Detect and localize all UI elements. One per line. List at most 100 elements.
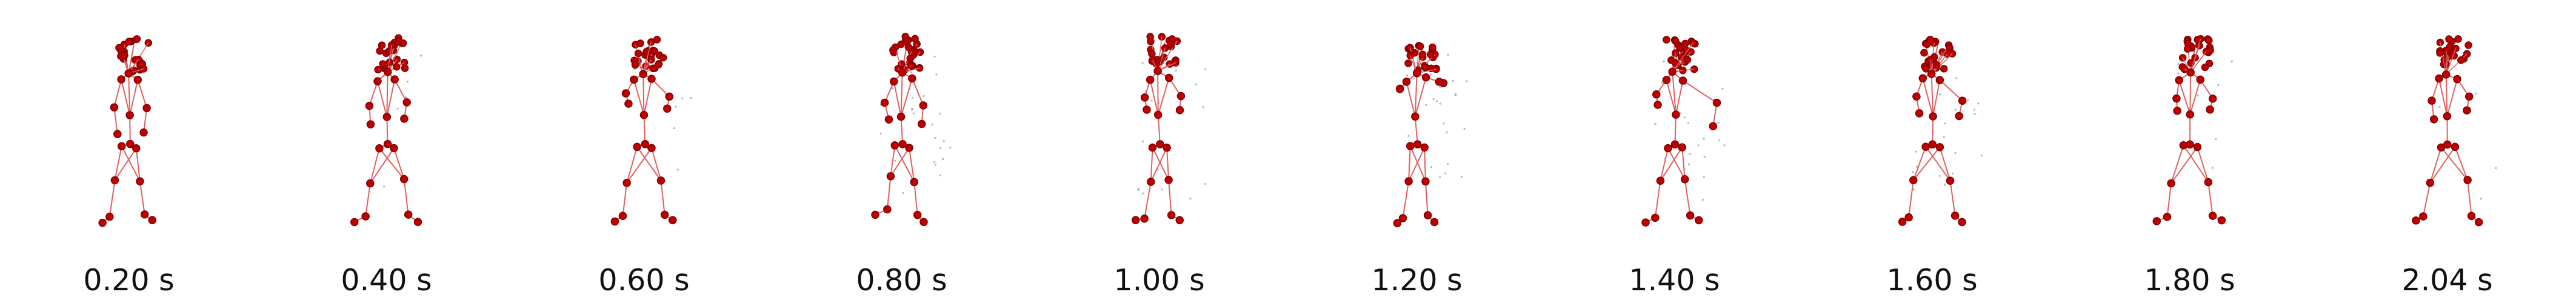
skeleton-joint: [898, 140, 907, 148]
skeleton-joint: [1680, 175, 1689, 184]
scatter-point: [1980, 155, 1983, 157]
frame-time-label: 0.80 s: [856, 263, 947, 298]
skeleton-bone: [1660, 147, 1683, 181]
skeleton-joint: [1932, 61, 1941, 69]
skeleton-joint: [1918, 74, 1927, 82]
skeleton-joint: [361, 212, 370, 221]
skeleton-joint: [121, 52, 128, 59]
skeleton-joint: [1909, 176, 1918, 185]
skeleton-bone: [2183, 145, 2209, 183]
skeleton-joint: [911, 35, 919, 43]
skeleton-joint: [908, 74, 916, 83]
skeleton-bone: [1925, 146, 1951, 181]
skeleton-joint: [1413, 140, 1422, 148]
skeleton-joint: [2173, 107, 2181, 115]
skeleton-joint: [1402, 78, 1411, 86]
scatter-point: [1938, 93, 1941, 96]
skeleton-joint: [1153, 67, 1162, 76]
skeleton-bone: [1672, 42, 1693, 72]
skeleton-joint: [2453, 75, 2461, 84]
skeleton-bone: [2429, 146, 2456, 184]
skeleton-joint: [1167, 211, 1176, 219]
skeleton-bone: [1408, 146, 1411, 182]
skeleton-joint: [1935, 76, 1944, 84]
scatter-point: [1466, 80, 1468, 82]
skeleton-joint: [1940, 65, 1948, 73]
skeleton-joint: [1653, 101, 1662, 109]
scatter-point: [2211, 167, 2214, 169]
scatter-point: [2475, 92, 2477, 95]
skeleton-joint: [2208, 211, 2217, 220]
skeleton-figure: [871, 33, 952, 227]
skeleton-bone: [1152, 147, 1169, 181]
skeleton-joint: [1946, 44, 1954, 52]
skeleton-joint: [1161, 44, 1169, 52]
skeleton-joint: [1435, 78, 1444, 86]
skeleton-joint: [2196, 75, 2204, 84]
skeleton-joint: [2429, 115, 2438, 124]
skeleton-joint: [2205, 36, 2213, 44]
skeleton-joint: [148, 216, 156, 224]
scatter-point: [934, 164, 937, 166]
skeleton-figure: [350, 34, 422, 227]
skeleton-joint: [1695, 216, 1703, 225]
scatter-point: [1912, 188, 1915, 191]
skeleton-bone: [2189, 79, 2201, 115]
skeleton-joint: [2457, 56, 2465, 64]
frame-time-label: 2.04 s: [2401, 263, 2493, 298]
skeleton-joint: [2452, 44, 2460, 53]
scatter-point: [1439, 85, 1441, 88]
skeleton-joint: [1404, 59, 1412, 67]
skeleton-joint: [1922, 65, 1930, 73]
skeleton-bone: [1939, 79, 1963, 101]
skeleton-joint: [647, 75, 656, 83]
skeleton-joint: [2204, 178, 2213, 187]
skeleton-joint: [639, 70, 647, 78]
skeleton-joint: [1676, 44, 1684, 52]
skeleton-joint: [133, 76, 142, 84]
skeleton-joint: [1140, 215, 1149, 223]
skeleton-bone: [1932, 79, 1941, 117]
scatter-point: [1703, 138, 1705, 140]
skeleton-joint: [1406, 142, 1415, 150]
skeleton-joint: [1398, 214, 1407, 222]
scatter-point: [1424, 104, 1427, 106]
skeleton-joint: [2419, 212, 2428, 221]
skeleton-joint: [1958, 96, 1967, 105]
skeleton-joint: [647, 144, 656, 152]
scatter-point: [406, 81, 409, 83]
skeleton-joint: [650, 47, 659, 55]
scatter-point: [1142, 192, 1144, 195]
skeleton-joint: [383, 67, 392, 76]
skeleton-joint: [125, 111, 134, 119]
skeleton-bone: [1939, 147, 1951, 181]
skeleton-joint: [1421, 73, 1430, 82]
skeleton-bone: [139, 181, 145, 215]
skeleton-joint: [2451, 142, 2460, 152]
skeleton-joint: [1412, 69, 1421, 78]
skeleton-bone: [1150, 147, 1153, 182]
scatter-point: [1703, 176, 1705, 178]
skeleton-bone: [2454, 147, 2469, 181]
scatter-point: [1721, 87, 1724, 90]
skeleton-bone: [403, 179, 409, 215]
frame-time-label: 1.80 s: [2144, 263, 2235, 298]
skeleton-joint: [2152, 217, 2161, 225]
skeleton-bone: [626, 147, 638, 184]
scatter-point: [2177, 63, 2180, 65]
skeleton-joint: [1395, 85, 1404, 93]
skeleton-bone: [387, 43, 402, 72]
scatter-point: [1460, 176, 1463, 178]
skeleton-bone: [135, 148, 141, 182]
skeleton-bone: [1414, 73, 1418, 117]
skeleton-joint: [399, 175, 409, 184]
skeleton-bone: [1660, 148, 1669, 181]
scatter-point: [1912, 171, 1914, 173]
skeleton-joint: [2426, 178, 2435, 187]
skeleton-bone: [1414, 116, 1418, 145]
scatter-point: [934, 137, 936, 139]
skeleton-bone: [890, 147, 910, 177]
skeleton-joint: [390, 144, 398, 153]
scatter-point: [1654, 122, 1657, 125]
skeleton-joint: [1176, 92, 1186, 101]
